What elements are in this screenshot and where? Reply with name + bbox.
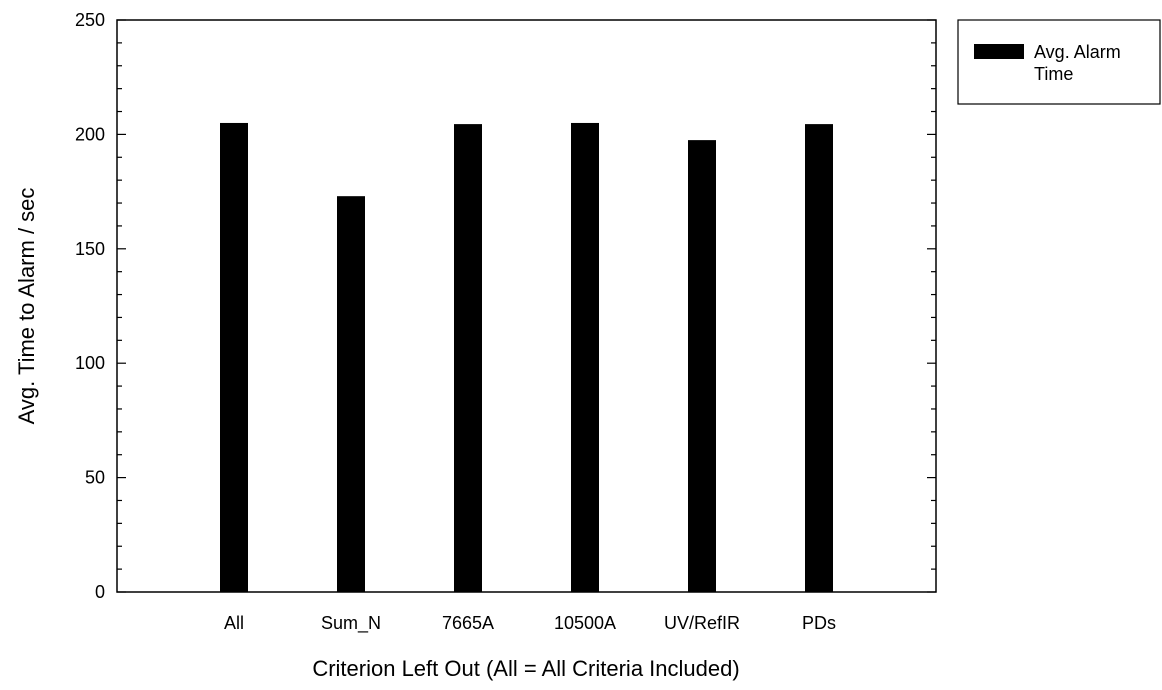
y-tick-label: 250 <box>75 10 105 30</box>
legend-box <box>957 19 1161 105</box>
plot-area-border <box>116 19 937 593</box>
y-axis: 0 50 100 150 200 250 <box>75 10 936 602</box>
y-tick-label: 50 <box>85 468 105 488</box>
legend-swatch <box>974 44 1024 59</box>
x-tick-label: All <box>224 613 244 633</box>
y-tick-label: 150 <box>75 239 105 259</box>
bar-7665a <box>454 124 482 592</box>
x-tick-label: 7665A <box>442 613 494 633</box>
y-axis-title: Avg. Time to Alarm / sec <box>14 188 39 425</box>
x-axis-title: Criterion Left Out (All = All Criteria I… <box>312 656 739 681</box>
x-tick-label: PDs <box>802 613 836 633</box>
y-tick-label: 0 <box>95 582 105 602</box>
legend-label-line2: Time <box>1034 64 1073 84</box>
bar-pds <box>805 124 833 592</box>
bar-10500a <box>571 122 599 593</box>
legend: Avg. Alarm Time <box>957 19 1161 105</box>
bar-uv-refir <box>688 140 716 592</box>
y-tick-label: 200 <box>75 124 105 144</box>
bar-sum-n <box>337 196 365 592</box>
x-axis: All Sum_N 7665A 10500A UV/RefIR PDs <box>224 583 836 634</box>
bars <box>220 122 833 593</box>
legend-label-line1: Avg. Alarm <box>1034 42 1121 62</box>
y-tick-label: 100 <box>75 353 105 373</box>
plot-frame <box>116 19 937 593</box>
bar-all <box>220 122 248 593</box>
x-tick-label: Sum_N <box>321 613 381 634</box>
x-tick-label: UV/RefIR <box>664 613 740 633</box>
x-tick-label: 10500A <box>554 613 616 633</box>
